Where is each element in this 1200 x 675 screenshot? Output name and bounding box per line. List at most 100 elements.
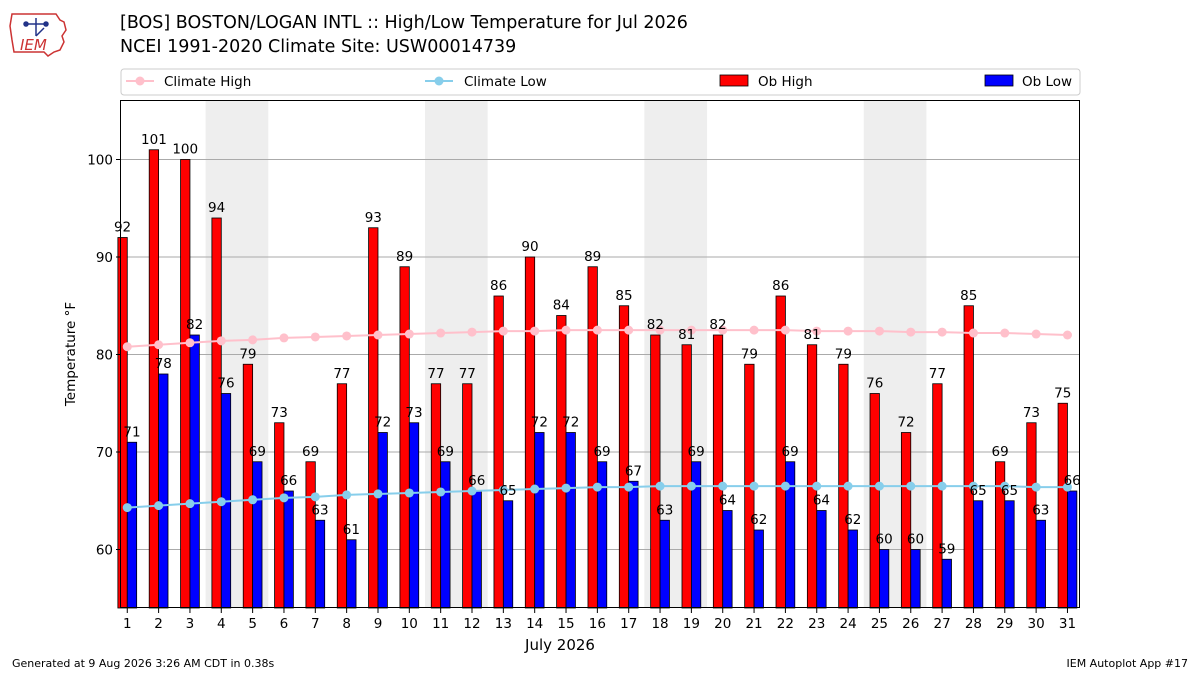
climate-low-point — [216, 497, 226, 507]
x-axis-label: July 2026 — [524, 636, 595, 654]
x-tick-label: 18 — [651, 616, 668, 632]
climate-high-point — [1062, 330, 1072, 340]
data-labels: 92 71 101 78 100 82 94 76 79 69 73 66 69 63 77 61 93 72 89… — [114, 132, 1081, 558]
climate-low-point — [655, 481, 665, 491]
ob-low-bar — [910, 549, 921, 609]
ob-low-label: 69 — [249, 444, 266, 460]
x-tick-label: 21 — [745, 616, 762, 632]
climate-low-point — [436, 487, 446, 497]
ob-high-label: 79 — [741, 346, 758, 362]
climate-low-point — [467, 486, 477, 496]
climate-high-point — [436, 328, 446, 338]
ob-low-label: 62 — [750, 512, 767, 528]
x-tick-label: 4 — [217, 616, 226, 632]
ob-high-bar — [524, 256, 536, 609]
climate-high-point — [655, 325, 665, 335]
climate-high-point — [310, 332, 320, 342]
climate-low-point — [561, 483, 571, 493]
x-tick-label: 14 — [526, 616, 543, 632]
legend-item-climate-high: Climate High — [126, 74, 251, 90]
ob-high-bar — [869, 393, 880, 609]
ob-high-label: 77 — [459, 366, 476, 382]
ob-low-label: 72 — [374, 415, 391, 431]
app-label: IEM Autoplot App #17 — [1066, 657, 1189, 670]
x-tick-label: 31 — [1059, 616, 1076, 632]
climate-high-point — [185, 338, 195, 348]
ob-high-label: 86 — [490, 278, 507, 294]
ob-high-bar — [618, 305, 630, 609]
ob-low-label: 63 — [311, 502, 328, 518]
ob-high-bar — [305, 461, 316, 609]
ob-high-label: 77 — [929, 366, 946, 382]
climate-low-point — [310, 492, 320, 502]
climate-high-point — [874, 326, 884, 336]
ob-low-label: 59 — [938, 541, 955, 557]
ob-low-bar — [879, 549, 890, 609]
climate-high-point — [812, 326, 822, 336]
legend-label-ob-high: Ob High — [758, 74, 813, 90]
ob-high-bar — [650, 334, 661, 609]
climate-high-point — [248, 335, 258, 345]
ob-low-label: 60 — [876, 532, 893, 548]
climate-high-point — [467, 327, 477, 337]
climate-high-point — [530, 326, 540, 336]
x-tick-label: 16 — [589, 616, 606, 632]
ob-low-bar — [252, 461, 263, 609]
x-tick-label: 13 — [495, 616, 512, 632]
ob-high-bar — [148, 149, 160, 609]
climate-low-point — [780, 481, 790, 491]
ob-high-label: 86 — [772, 278, 789, 294]
ob-high-bar — [1057, 402, 1068, 609]
weather-station-icon — [23, 18, 49, 37]
ob-high-label: 81 — [678, 327, 695, 343]
ob-low-bar — [659, 519, 670, 609]
ob-low-label: 73 — [405, 405, 422, 421]
legend-item-climate-low: Climate Low — [425, 74, 547, 90]
x-tick-label: 10 — [401, 616, 418, 632]
ob-high-label: 79 — [835, 346, 852, 362]
x-tick-label: 17 — [620, 616, 637, 632]
climate-high-point — [1000, 328, 1010, 338]
climate-high-point — [122, 342, 132, 352]
climate-low-point — [812, 481, 822, 491]
x-tick-label: 7 — [311, 616, 320, 632]
x-tick-label: 9 — [374, 616, 383, 632]
climate-high-point — [718, 325, 728, 335]
ob-low-bar — [1067, 490, 1078, 609]
climate-low-point — [749, 481, 759, 491]
ob-low-bar — [1035, 519, 1046, 609]
ob-high-label: 82 — [647, 317, 664, 333]
climate-low-point — [498, 485, 508, 495]
ob-high-bar — [274, 422, 285, 609]
ob-low-bar — [722, 510, 733, 609]
ob-high-bar — [900, 432, 912, 609]
ob-high-label: 73 — [1023, 405, 1040, 421]
y-tick-label: 100 — [87, 153, 113, 169]
generated-timestamp: Generated at 9 Aug 2026 3:26 AM CDT in 0… — [12, 657, 275, 670]
climate-low-point — [373, 489, 383, 499]
ob-low-label: 69 — [782, 444, 799, 460]
ob-low-bar — [283, 490, 294, 609]
ob-low-bar — [346, 539, 357, 609]
iem-logo: IEM — [9, 13, 67, 57]
legend-label-climate-low: Climate Low — [464, 74, 547, 90]
climate-low-point — [686, 481, 696, 491]
climate-high-point — [749, 325, 759, 335]
ob-low-bar — [314, 519, 326, 609]
climate-high-point — [906, 327, 916, 337]
ob-low-bar — [941, 558, 952, 609]
ob-low-bar — [565, 432, 576, 609]
ob-high-label: 92 — [114, 220, 131, 236]
ob-high-label: 100 — [172, 142, 198, 158]
x-tick-label: 29 — [996, 616, 1013, 632]
ob-high-bar — [493, 295, 504, 609]
ob-low-label: 78 — [155, 356, 172, 372]
ob-high-bar — [712, 334, 724, 609]
legend-label-climate-high: Climate High — [164, 74, 251, 90]
ob-low-bar — [1004, 500, 1015, 609]
ob-low-label: 65 — [499, 483, 516, 499]
climate-low-point — [937, 481, 947, 491]
ob-high-label: 82 — [709, 317, 726, 333]
ob-low-bar — [502, 500, 514, 609]
ob-low-bar — [377, 432, 388, 609]
